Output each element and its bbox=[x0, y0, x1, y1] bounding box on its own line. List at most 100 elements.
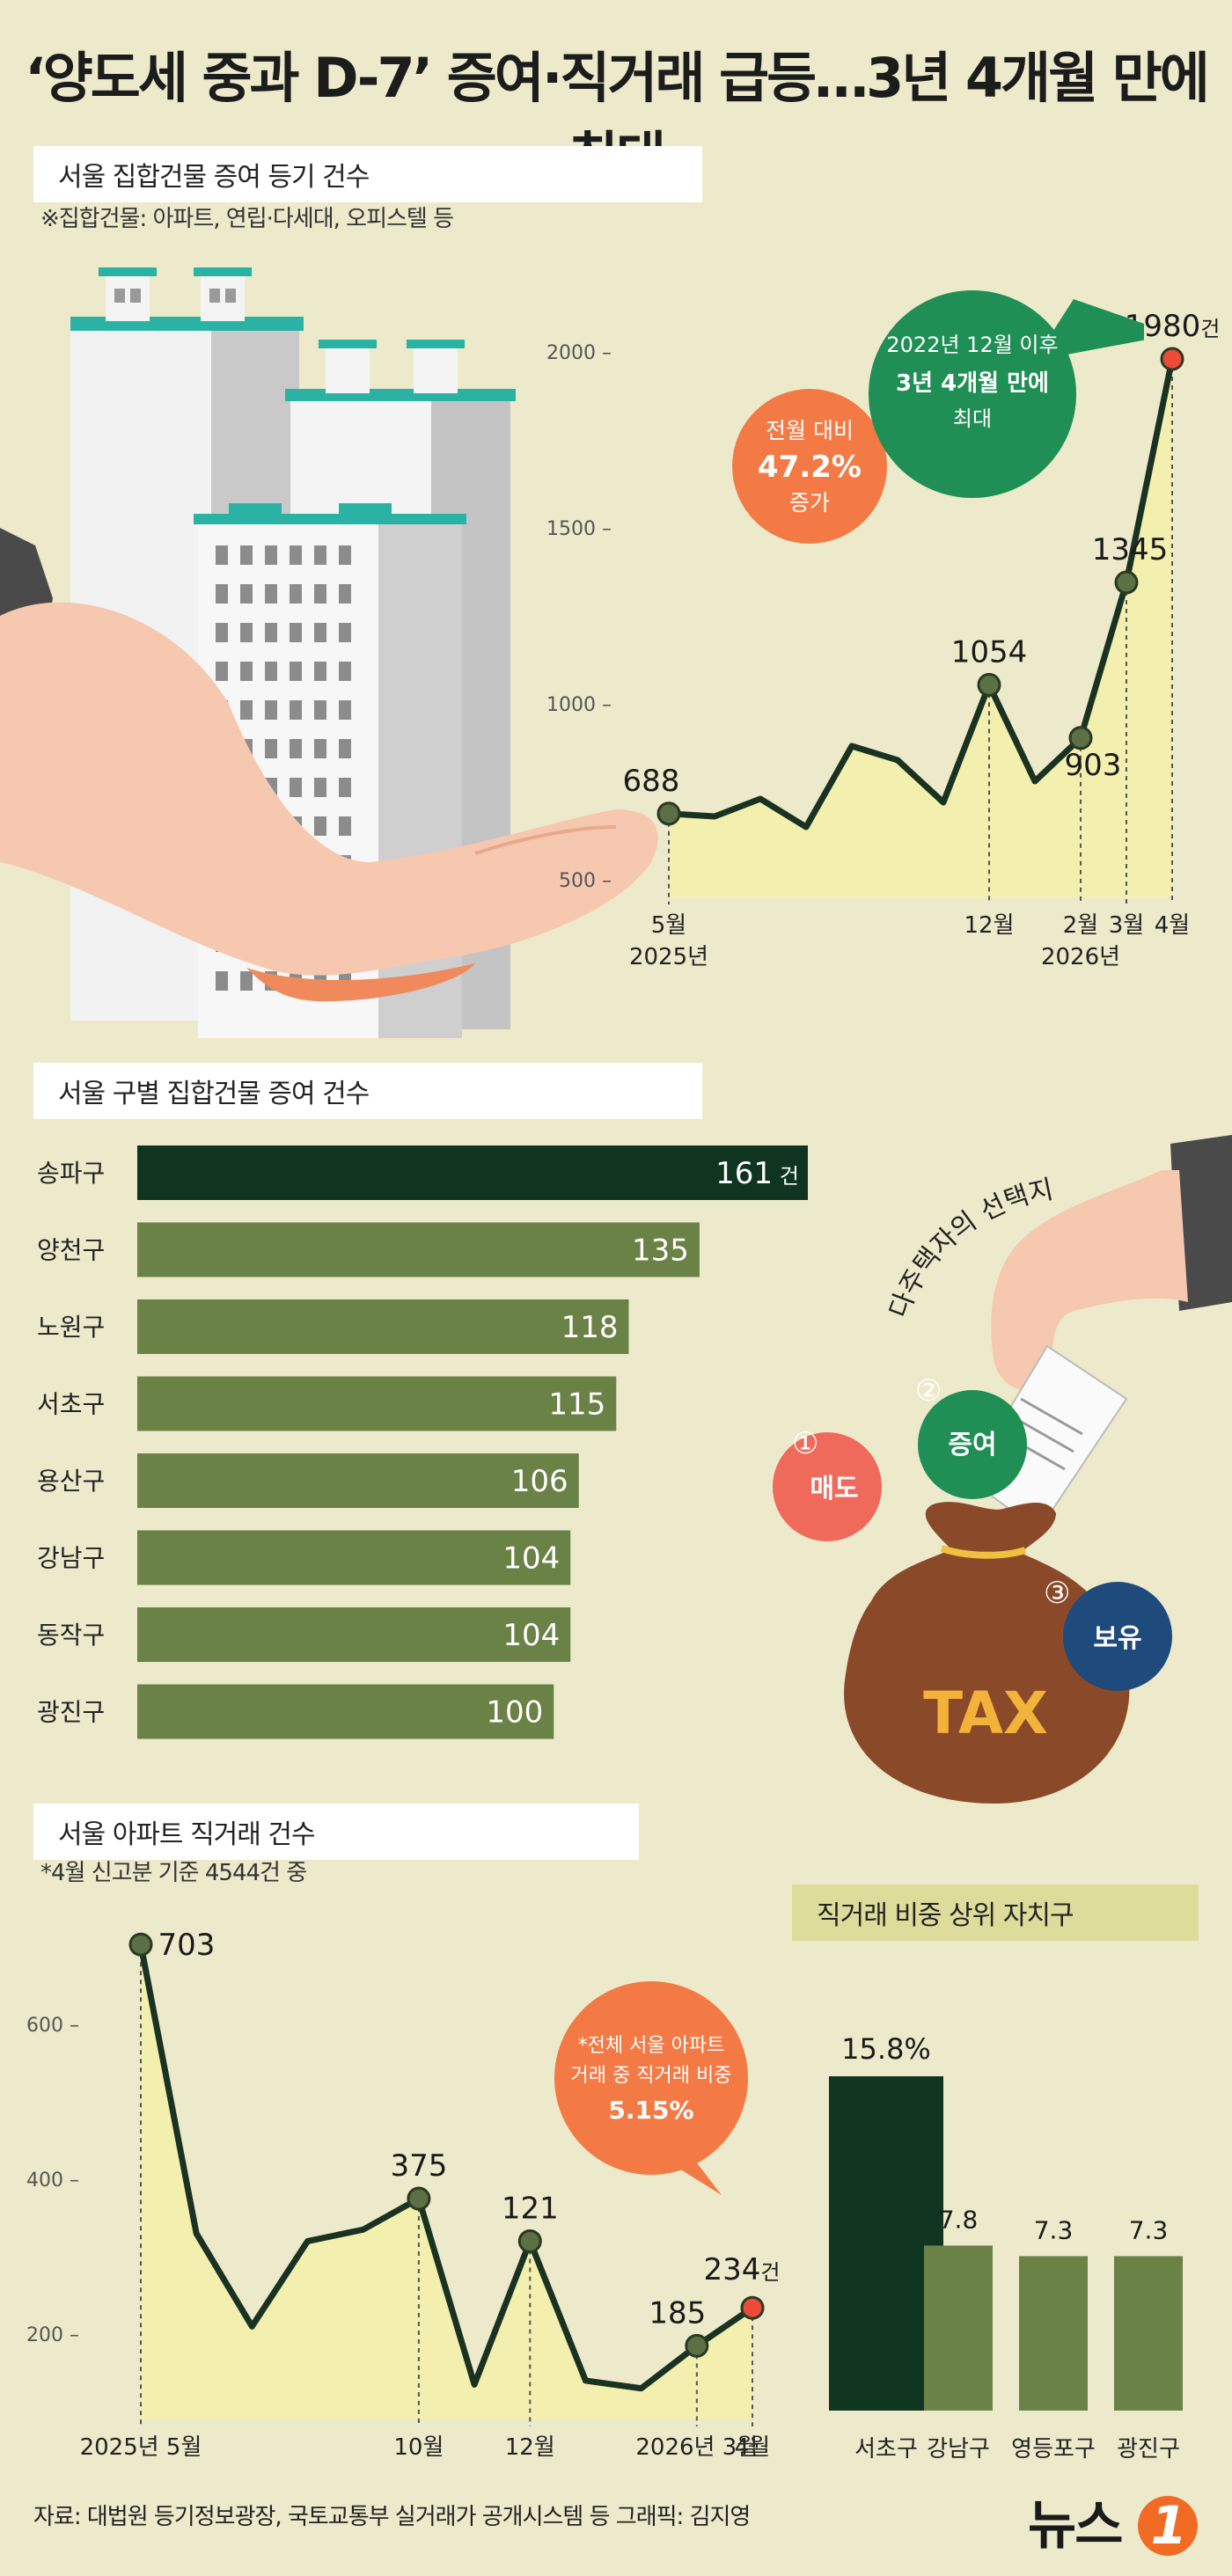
direct-share-line2: 거래 중 직거래 비중 bbox=[571, 2065, 732, 2087]
data-point bbox=[407, 2186, 431, 2211]
data-point bbox=[1114, 570, 1139, 595]
bar-category-label: 서초구 bbox=[37, 1390, 105, 1419]
bar-category-label: 광진구 bbox=[1117, 2436, 1180, 2463]
callout-bubbles: 전월 대비 47.2% 증가 2022년 12월 이후 3년 4개월 만에 최대 bbox=[732, 290, 1144, 544]
mom-increase-value: 47.2% bbox=[758, 450, 862, 485]
data-label: 185 bbox=[649, 2295, 706, 2331]
bar-category-label: 강남구 bbox=[37, 1544, 105, 1573]
x-tick-label: 5월 bbox=[651, 912, 686, 939]
option-sell-num: ① bbox=[792, 1426, 818, 1461]
direct-share-bar-chart: 15.8% 서초구 7.8 강남구 7.3 영등포구 7.3 광진구 bbox=[829, 2032, 1183, 2463]
taxbag-illustration: TAX 다주택자의 선택지 ① 매도 ② 증여 ③ 보유 bbox=[773, 1135, 1232, 1804]
data-point bbox=[656, 801, 681, 826]
bar-category-label: 노원구 bbox=[37, 1313, 105, 1342]
data-point bbox=[685, 2333, 709, 2358]
bar bbox=[1114, 2256, 1183, 2411]
section-label-direct-share: 직거래 비중 상위 자치구 bbox=[792, 1884, 1199, 1941]
logo-text: 뉴스 bbox=[1028, 2495, 1123, 2557]
bar-unit-label: 건 bbox=[780, 1164, 799, 1189]
y-tick-label: 1000 – bbox=[546, 694, 612, 716]
series-line bbox=[668, 358, 1176, 831]
bar-category-label: 동작구 bbox=[37, 1621, 105, 1650]
mom-increase-bubble bbox=[732, 389, 887, 544]
record-high-line2: 3년 4개월 만에 bbox=[896, 370, 1049, 397]
y-tick-label: 2000 – bbox=[546, 342, 612, 364]
bar bbox=[137, 1684, 554, 1739]
mom-increase-line1: 전월 대비 bbox=[766, 418, 854, 443]
record-high-line3: 최대 bbox=[953, 406, 992, 431]
x-tick-label: 2026년 3월 bbox=[635, 2434, 758, 2461]
bar-value-label: 7.3 bbox=[1129, 2215, 1169, 2244]
section-label-direct-trade: 서울 아파트 직거래 건수 bbox=[33, 1804, 639, 1860]
x-tick-label: 2025년 bbox=[629, 944, 708, 970]
bar-value-label: 106 bbox=[511, 1464, 568, 1499]
y-tick-label: 200 – bbox=[26, 2324, 79, 2346]
data-point bbox=[517, 2228, 542, 2253]
bar bbox=[137, 1453, 579, 1508]
gift-trend-note: ※집합건물: 아파트, 연립·다세대, 오피스텔 등 bbox=[40, 206, 454, 232]
x-tick-label: 10월 bbox=[393, 2434, 444, 2461]
y-tick-label: 500 – bbox=[559, 870, 612, 892]
bar-value-label: 7.8 bbox=[939, 2205, 979, 2234]
bar-value-label: 104 bbox=[502, 1618, 560, 1653]
option-hold-label: 보유 bbox=[1093, 1623, 1141, 1654]
data-point bbox=[977, 672, 1001, 697]
bar-category-label: 영등포구 bbox=[1011, 2436, 1096, 2463]
gift-trend-chart: 500 –1000 –1500 –2000 – 6881054903134519… bbox=[546, 309, 1220, 970]
bar bbox=[137, 1376, 617, 1431]
data-point bbox=[128, 1932, 153, 1957]
bar-category-label: 송파구 bbox=[37, 1159, 105, 1188]
x-tick-label: 2025년 5월 bbox=[80, 2434, 202, 2461]
bar-category-label: 양천구 bbox=[37, 1236, 105, 1265]
direct-share-callout: *전체 서울 아파트 거래 중 직거래 비중 5.15% bbox=[554, 1981, 748, 2195]
bar-value-label: 100 bbox=[486, 1695, 543, 1731]
bar bbox=[1019, 2256, 1088, 2411]
y-tick-label: 400 – bbox=[26, 2170, 79, 2192]
option-gift-num: ② bbox=[915, 1373, 942, 1409]
bar-value-label: 118 bbox=[561, 1310, 619, 1345]
option-sell-label: 매도 bbox=[810, 1474, 858, 1504]
x-tick-label: 3월 bbox=[1109, 912, 1144, 939]
record-high-bubble bbox=[869, 290, 1076, 498]
x-tick-label: 4월 bbox=[1155, 912, 1190, 939]
source-footer: 자료: 대법원 등기정보광장, 국토교통부 실거래가 공개시스템 등 그래픽: … bbox=[33, 2504, 751, 2530]
bar-category-label: 강남구 bbox=[927, 2436, 990, 2463]
y-tick-label: 600 – bbox=[26, 2015, 79, 2037]
direct-share-bubble bbox=[554, 1981, 748, 2175]
hand-buildings-illustration bbox=[0, 267, 658, 1038]
x-tick-label: 4월 bbox=[735, 2434, 770, 2461]
section-label-district-gift: 서울 구별 집합건물 증여 건수 bbox=[33, 1063, 702, 1119]
y-tick-label: 1500 – bbox=[546, 518, 612, 540]
data-label: 234건 bbox=[704, 2252, 781, 2287]
data-label: 703 bbox=[158, 1928, 216, 1963]
data-label: 688 bbox=[623, 764, 680, 799]
data-label: 1345 bbox=[1092, 532, 1169, 567]
line-area bbox=[141, 1944, 752, 2419]
record-high-line1: 2022년 12월 이후 bbox=[886, 333, 1058, 357]
bar-value-label: 7.3 bbox=[1034, 2215, 1074, 2244]
bar-category-label: 광진구 bbox=[37, 1698, 105, 1727]
option-gift-bubble bbox=[918, 1390, 1027, 1499]
direct-trade-note: *4월 신고분 기준 4544건 중 bbox=[40, 1860, 307, 1886]
bar bbox=[924, 2245, 993, 2411]
bar bbox=[137, 1530, 571, 1585]
bar bbox=[137, 1607, 571, 1662]
direct-share-value: 5.15% bbox=[608, 2096, 693, 2125]
direct-trade-chart: 200 – 400 – 600 – 703 375 121 185 234건 2025년 5… bbox=[26, 1928, 781, 2461]
news1-logo: 뉴스 1 bbox=[1028, 2483, 1199, 2559]
option-hold-num: ③ bbox=[1044, 1576, 1070, 1611]
x-tick-label: 12월 bbox=[964, 912, 1014, 939]
bar bbox=[137, 1145, 808, 1200]
bar bbox=[137, 1299, 629, 1354]
bar-value-label: 104 bbox=[502, 1541, 560, 1577]
data-label: 121 bbox=[502, 2191, 559, 2226]
direct-share-line1: *전체 서울 아파트 bbox=[578, 2035, 725, 2057]
mom-increase-line3: 증가 bbox=[789, 490, 830, 516]
x-tick-label: 12월 bbox=[505, 2434, 555, 2461]
bar-category-label: 서초구 bbox=[854, 2436, 918, 2463]
series-line bbox=[137, 1943, 754, 2392]
option-gift-label: 증여 bbox=[948, 1430, 996, 1460]
data-point bbox=[1068, 726, 1093, 750]
data-point bbox=[740, 2295, 765, 2320]
